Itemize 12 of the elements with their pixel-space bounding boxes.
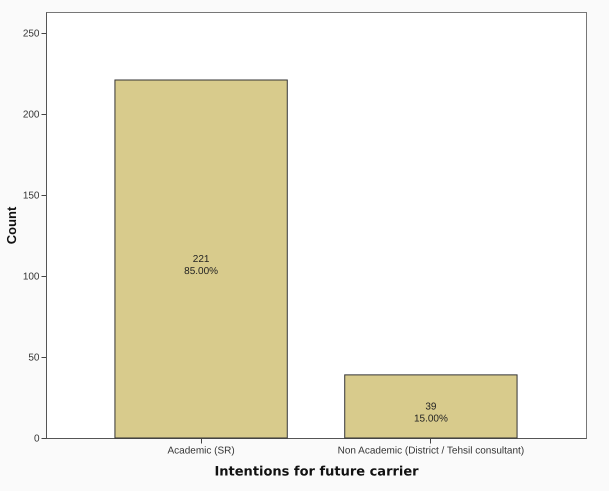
y-axis-title: Count xyxy=(4,206,19,244)
y-tick-label: 0 xyxy=(34,434,40,444)
y-tick-label: 200 xyxy=(22,110,40,121)
x-axis-title: Intentions for future carrier xyxy=(214,464,420,480)
y-tick-label: 50 xyxy=(28,352,40,364)
y-tick-label: 150 xyxy=(22,190,40,202)
x-tick-label: Non Academic (District / Tehsil consultant) xyxy=(338,446,524,456)
y-tick-label: 250 xyxy=(22,28,40,40)
data-label: 39 15.00% xyxy=(414,401,448,424)
data-label: 221 85.00% xyxy=(184,254,218,278)
y-tick-label: 100 xyxy=(22,272,40,283)
x-tick-label: Academic (SR) xyxy=(167,446,235,456)
